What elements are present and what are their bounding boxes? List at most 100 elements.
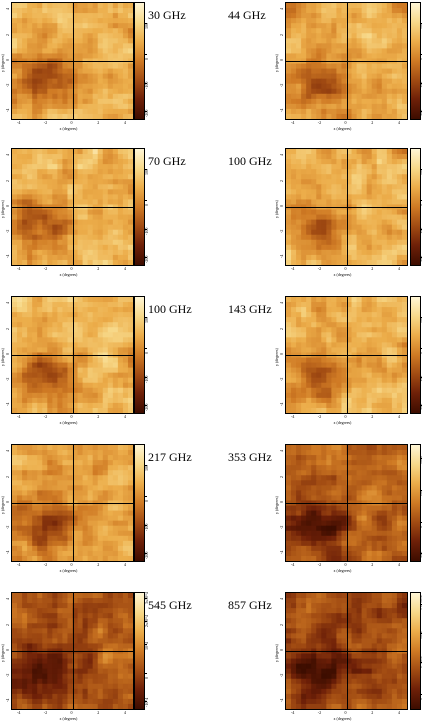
- map-pixel: [127, 510, 133, 517]
- map-pixel: [77, 234, 84, 241]
- map-pixel: [102, 608, 109, 614]
- map-pixel: [376, 530, 383, 537]
- map-pixel: [57, 525, 64, 532]
- x-tick-label: 2: [97, 414, 100, 419]
- map-pixel: [386, 239, 393, 246]
- map-pixel: [122, 259, 129, 265]
- map-pixel: [67, 470, 74, 476]
- map-pixel: [306, 174, 312, 180]
- colorbar-tick: [144, 229, 147, 231]
- map-pixel: [32, 480, 38, 486]
- map-pixel: [97, 327, 104, 333]
- map-pixel: [107, 643, 114, 650]
- map-pixel: [17, 475, 23, 481]
- map-pixel: [336, 367, 343, 374]
- map-pixel: [391, 234, 398, 241]
- map-pixel: [331, 505, 338, 512]
- map-pixel: [32, 337, 38, 343]
- map-pixel: [122, 623, 129, 629]
- map-pixel: [82, 377, 89, 384]
- map-pixel: [92, 347, 99, 354]
- map-pixel: [286, 68, 292, 75]
- map-pixel: [42, 470, 48, 476]
- map-pixel: [396, 28, 403, 34]
- map-pixel: [22, 668, 28, 675]
- map-pixel: [117, 357, 124, 364]
- map-pixel: [57, 445, 64, 451]
- map-pixel: [32, 658, 38, 665]
- map-pixel: [122, 103, 129, 110]
- map-pixel: [286, 540, 292, 547]
- map-pixel: [117, 377, 124, 384]
- map-pixel: [127, 545, 133, 552]
- map-pixel: [346, 387, 353, 394]
- map-pixel: [296, 445, 302, 451]
- map-pixel: [351, 535, 358, 542]
- map-pixel: [27, 362, 33, 369]
- map-pixel: [107, 199, 114, 206]
- map-pixel: [12, 38, 18, 44]
- map-pixel: [321, 392, 327, 399]
- map-pixel: [127, 302, 133, 308]
- map-pixel: [12, 332, 18, 338]
- map-pixel: [401, 239, 407, 246]
- map-pixel: [331, 43, 338, 49]
- map-pixel: [12, 555, 18, 561]
- y-axis-label: y (degrees): [274, 496, 279, 514]
- map-pixel: [356, 455, 363, 461]
- map-pixel: [72, 297, 79, 303]
- map-pixel: [301, 407, 307, 413]
- map-pixel: [102, 249, 109, 256]
- map-pixel: [122, 174, 129, 180]
- map-pixel: [32, 495, 38, 502]
- map-pixel: [366, 480, 373, 486]
- map-pixel: [286, 259, 292, 265]
- map-pixel: [306, 244, 312, 251]
- map-pixel: [92, 254, 99, 261]
- map-pixel: [351, 229, 358, 236]
- map-pixel: [361, 184, 368, 190]
- map-pixel: [286, 307, 292, 313]
- map-pixel: [296, 455, 302, 461]
- map-pixel: [311, 387, 317, 394]
- map-pixel: [386, 550, 393, 557]
- map-pixel: [291, 234, 297, 241]
- map-pixel: [107, 194, 114, 201]
- map-pixel: [102, 3, 109, 9]
- map-pixel: [351, 357, 358, 364]
- map-pixel: [57, 3, 64, 9]
- map-pixel: [62, 372, 69, 379]
- colorbar-tick: [420, 553, 422, 555]
- map-pixel: [107, 628, 114, 634]
- map-pixel: [306, 347, 312, 354]
- map-pixel: [341, 154, 348, 160]
- map-pixel: [381, 229, 388, 236]
- map-pixel: [57, 297, 64, 303]
- map-pixel: [92, 103, 99, 110]
- map-pixel: [27, 450, 33, 456]
- map-pixel: [291, 184, 297, 190]
- map-pixel: [301, 149, 307, 155]
- map-pixel: [376, 407, 383, 413]
- sky-map: [285, 444, 408, 562]
- map-pixel: [291, 159, 297, 165]
- map-pixel: [112, 387, 119, 394]
- map-pixel: [47, 455, 53, 461]
- map-pixel: [67, 98, 74, 105]
- map-pixel: [32, 510, 38, 517]
- map-pixel: [376, 387, 383, 394]
- map-pixel: [87, 113, 94, 119]
- map-pixel: [47, 555, 53, 561]
- map-pixel: [296, 38, 302, 44]
- map-pixel: [306, 169, 312, 175]
- map-pixel: [296, 234, 302, 241]
- map-pixel: [107, 342, 114, 349]
- map-pixel: [57, 169, 64, 175]
- map-pixel: [32, 550, 38, 557]
- map-pixel: [301, 550, 307, 557]
- map-pixel: [17, 224, 23, 231]
- map-pixel: [42, 555, 48, 561]
- map-pixel: [32, 490, 38, 497]
- colorbar-tick: [144, 348, 147, 350]
- map-pixel: [12, 53, 18, 60]
